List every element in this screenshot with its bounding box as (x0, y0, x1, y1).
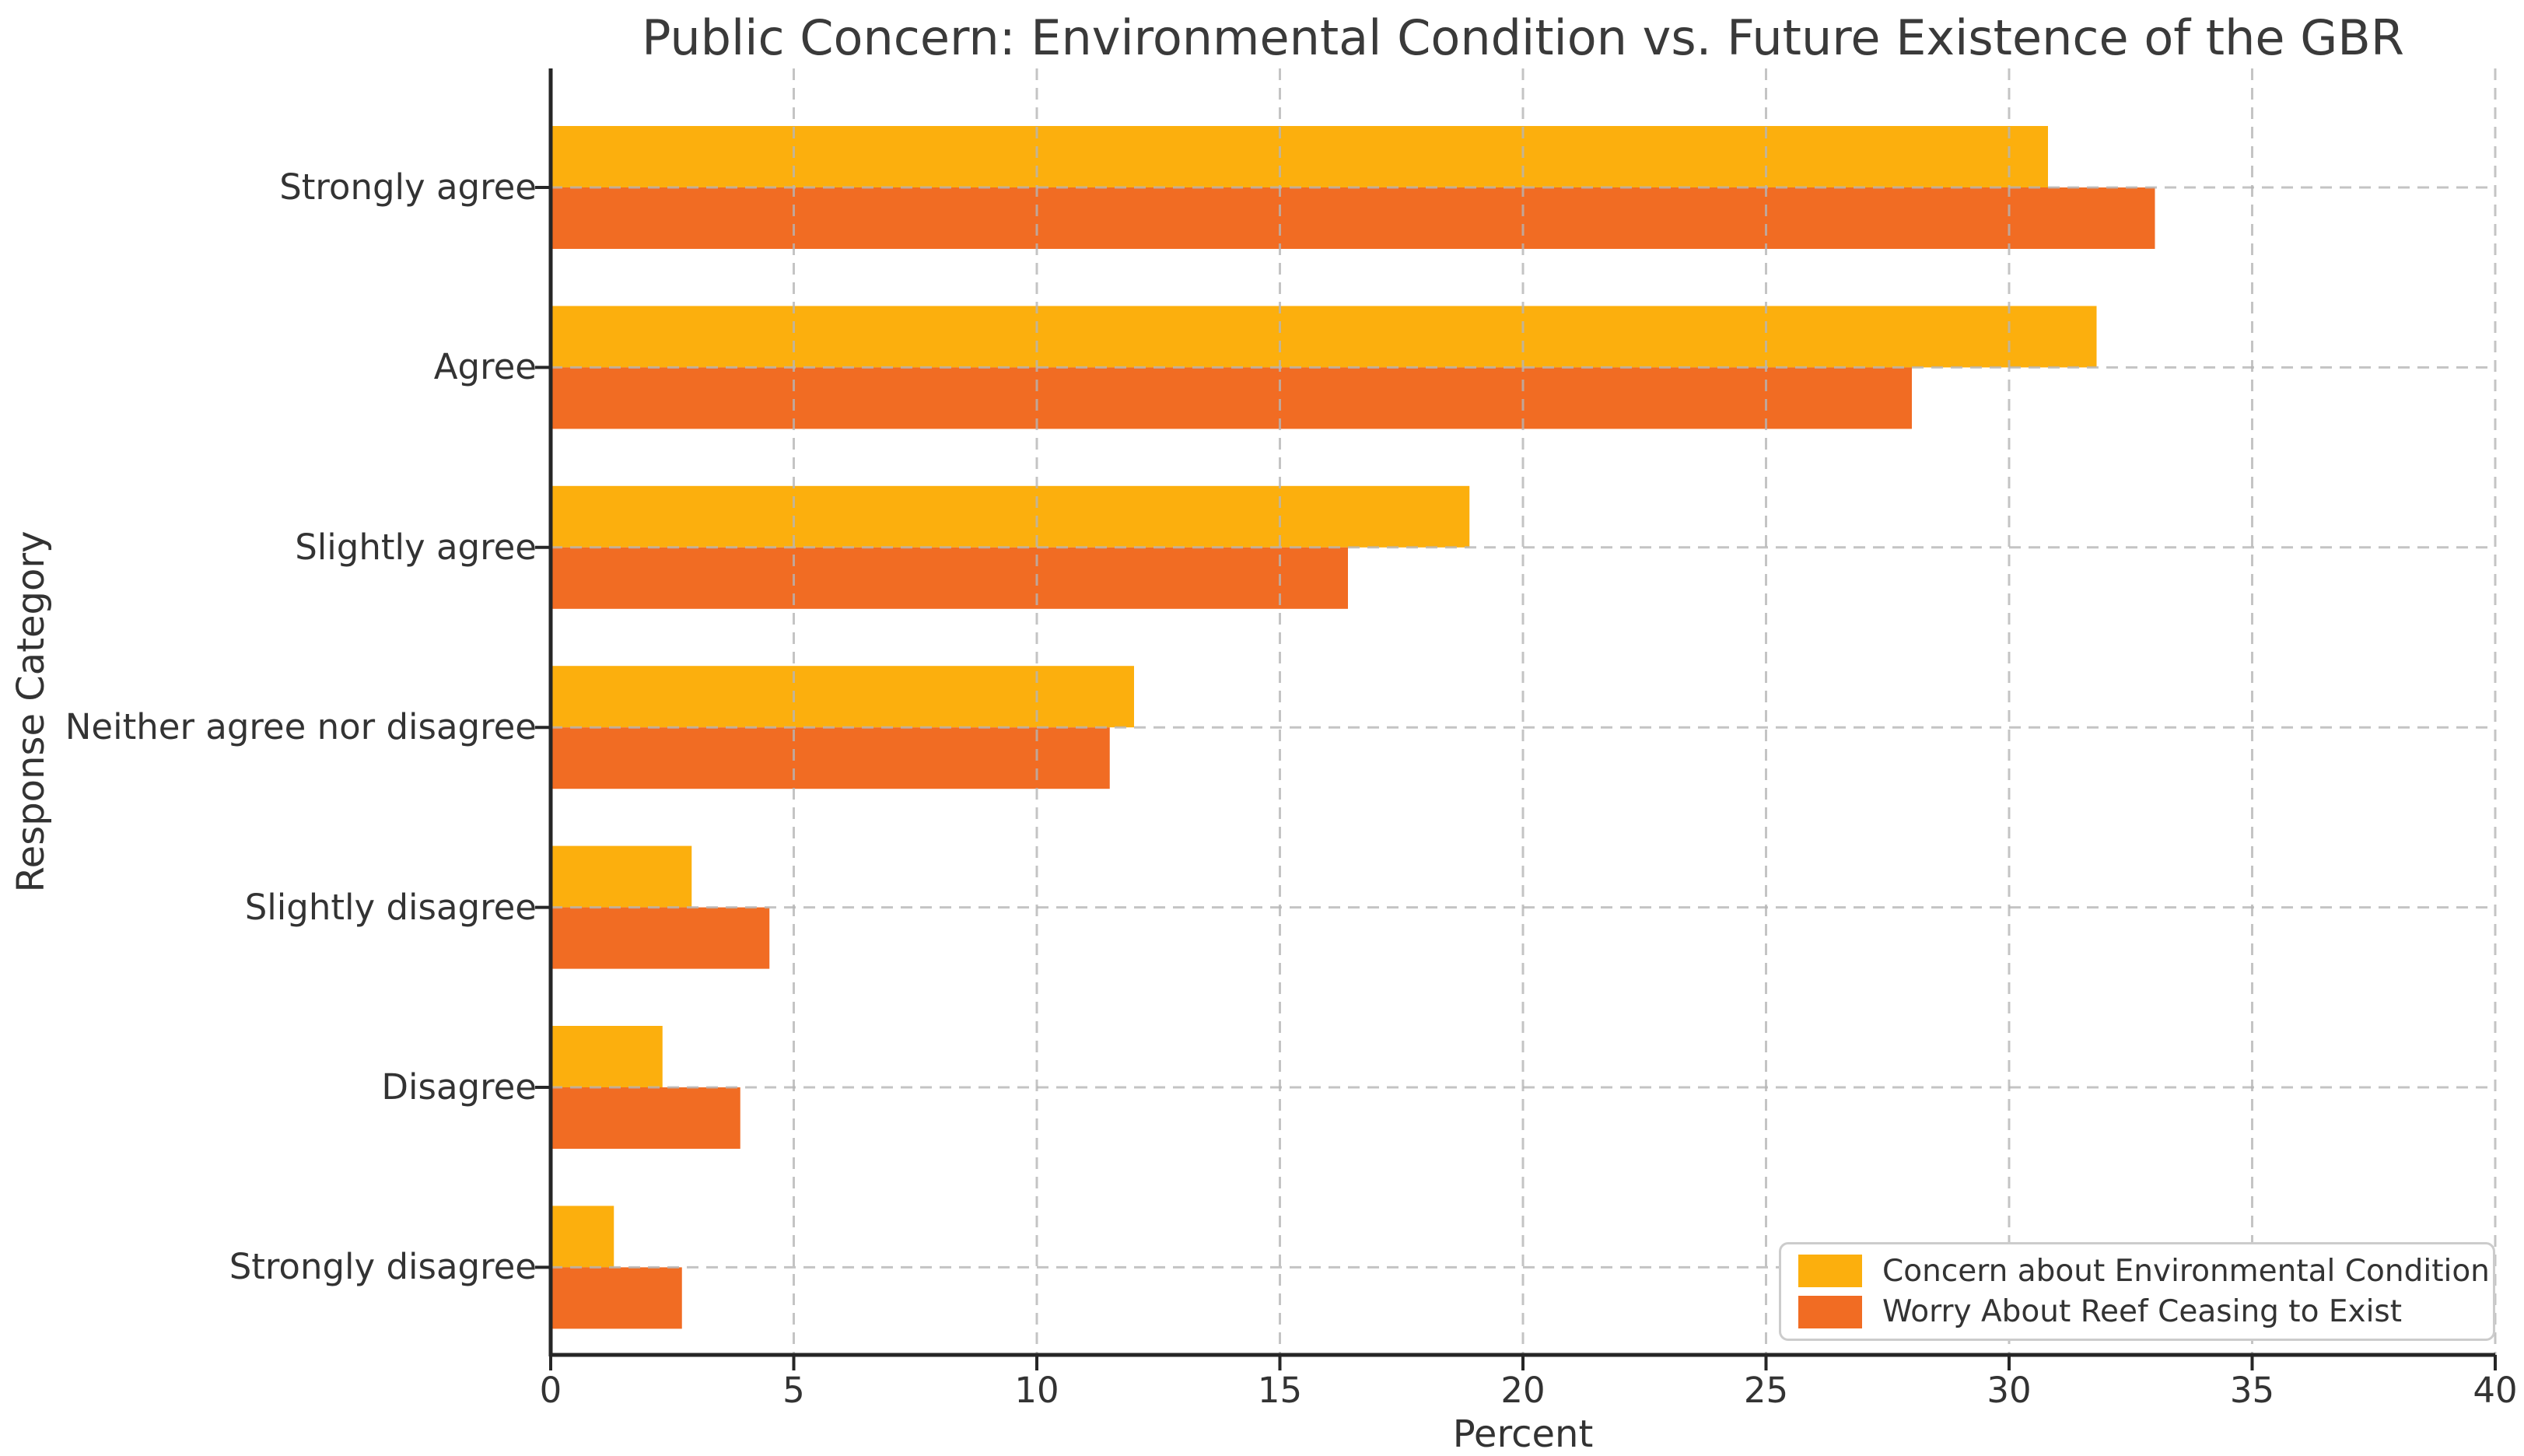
chart-title: Public Concern: Environmental Condition … (642, 9, 2404, 66)
legend-label-worry-about-reef-ceasing-to-exist: Worry About Reef Ceasing to Exist (1882, 1294, 2403, 1330)
bar-concern-about-environmental-condition-strongly-agree (551, 126, 2048, 187)
y-tick-label-strongly-disagree: Strongly disagree (229, 1246, 537, 1288)
x-axis-title: Percent (1452, 1412, 1594, 1456)
legend-entry-worry-about-reef-ceasing-to-exist: Worry About Reef Ceasing to Exist (1798, 1294, 2476, 1329)
x-tick-label-10: 10 (1014, 1370, 1059, 1411)
bar-worry-about-reef-ceasing-to-exist-slightly-agree (551, 547, 1348, 609)
bar-concern-about-environmental-condition-strongly-disagree (551, 1206, 614, 1268)
y-tick-label-disagree: Disagree (381, 1066, 537, 1108)
legend-entry-concern-about-environmental-condition: Concern about Environmental Condition (1798, 1254, 2490, 1289)
x-tick-label-15: 15 (1257, 1370, 1303, 1411)
x-tick-label-40: 40 (2473, 1370, 2518, 1411)
bar-worry-about-reef-ceasing-to-exist-slightly-disagree (551, 907, 770, 969)
bar-worry-about-reef-ceasing-to-exist-strongly-disagree (551, 1267, 682, 1329)
legend-swatch-concern-about-environmental-condition (1798, 1255, 1862, 1288)
bar-concern-about-environmental-condition-disagree (551, 1026, 663, 1087)
x-tick-label-20: 20 (1500, 1370, 1546, 1411)
bar-concern-about-environmental-condition-slightly-disagree (551, 845, 692, 908)
bar-concern-about-environmental-condition-neither-agree-nor-disagree (551, 666, 1134, 728)
bar-worry-about-reef-ceasing-to-exist-disagree (551, 1087, 740, 1149)
bar-concern-about-environmental-condition-agree (551, 306, 2097, 368)
x-tick-label-0: 0 (539, 1370, 562, 1411)
x-tick-label-5: 5 (782, 1370, 805, 1411)
y-tick-label-neither-agree-nor-disagree: Neither agree nor disagree (65, 706, 537, 748)
legend-label-concern-about-environmental-condition: Concern about Environmental Condition (1882, 1253, 2490, 1289)
y-tick-label-slightly-agree: Slightly agree (295, 526, 537, 568)
legend: Concern about Environmental Condition Wor… (1779, 1242, 2495, 1341)
y-tick-label-strongly-agree: Strongly agree (279, 166, 537, 208)
y-tick-label-agree: Agree (433, 346, 537, 388)
y-tick-label-slightly-disagree: Slightly disagree (244, 886, 537, 928)
bar-worry-about-reef-ceasing-to-exist-agree (551, 367, 1912, 429)
x-tick-label-30: 30 (1987, 1370, 2032, 1411)
legend-swatch-worry-about-reef-ceasing-to-exist (1798, 1295, 1862, 1328)
x-tick-label-25: 25 (1743, 1370, 1789, 1411)
x-tick-label-35: 35 (2229, 1370, 2275, 1411)
bar-worry-about-reef-ceasing-to-exist-neither-agree-nor-disagree (551, 727, 1110, 789)
bar-worry-about-reef-ceasing-to-exist-strongly-agree (551, 187, 2155, 249)
bar-concern-about-environmental-condition-slightly-agree (551, 485, 1470, 548)
